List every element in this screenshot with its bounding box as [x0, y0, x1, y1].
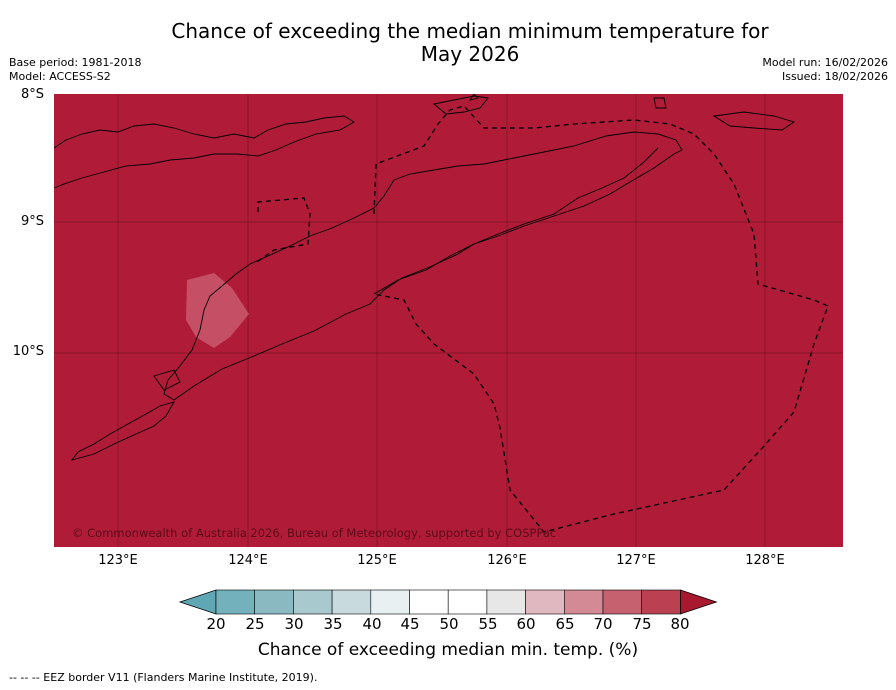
colorbar-tick-30: 30 — [284, 615, 304, 633]
lon-label-126e: 126°E — [487, 553, 527, 568]
lon-label-123e: 123°E — [98, 553, 138, 568]
lon-label-128e: 128°E — [745, 553, 785, 568]
colorbar-tick-20: 20 — [206, 615, 226, 633]
colorbar-cell — [254, 589, 294, 615]
colorbar-tick-80: 80 — [670, 615, 690, 633]
lat-label-8s: 8°S — [20, 87, 44, 102]
run-info: Model run: 16/02/2026 Issued: 18/02/2026 — [762, 56, 888, 84]
coastlines — [54, 94, 796, 461]
timor-island-coast — [163, 131, 683, 401]
colorbar-tick-45: 45 — [400, 615, 420, 633]
colorbar-extend-high — [679, 589, 718, 615]
eez-legend-note: -- -- -- EEZ border V11 (Flanders Marine… — [9, 671, 318, 684]
map-title: Chance of exceeding the median minimum t… — [0, 20, 896, 66]
colorbar-cell — [331, 589, 372, 615]
eastern-islands-coast — [712, 111, 796, 131]
colorbar-tick-75: 75 — [632, 615, 652, 633]
lon-label-125e: 125°E — [357, 553, 397, 568]
colorbar — [178, 589, 718, 615]
colorbar-cell — [486, 589, 526, 615]
colorbar-cell — [602, 589, 643, 615]
colorbar-cell — [563, 589, 604, 615]
colorbar-cell — [641, 589, 681, 615]
lower-probability-patch — [186, 273, 249, 348]
colorbar-cell — [409, 589, 449, 615]
colorbar-cell — [370, 589, 410, 615]
forecast-map: © Commonwealth of Australia 2026, Bureau… — [54, 94, 843, 547]
lat-label-10s: 10°S — [12, 344, 44, 359]
timor-inner-border — [373, 147, 659, 295]
colorbar-tick-70: 70 — [593, 615, 613, 633]
rote-sawu-coast — [70, 401, 175, 461]
small-island-1 — [653, 97, 667, 109]
model-run: Model run: 16/02/2026 — [762, 56, 888, 69]
model-info: Base period: 1981-2018 Model: ACCESS-S2 — [9, 56, 141, 84]
rote-islet-coast — [153, 369, 181, 391]
graticule — [54, 94, 843, 547]
colorbar-cells — [178, 589, 718, 615]
base-period: Base period: 1981-2018 — [9, 56, 142, 69]
alor-islands-coast — [54, 115, 355, 189]
eez-border-oecusse — [253, 197, 311, 265]
wetar-coast — [432, 95, 489, 115]
probability-fill — [54, 94, 843, 547]
copyright-notice: © Commonwealth of Australia 2026, Bureau… — [72, 526, 556, 540]
small-island-2 — [468, 94, 479, 101]
title-line-2: May 2026 — [420, 42, 520, 66]
colorbar-tick-25: 25 — [245, 615, 265, 633]
colorbar-tick-35: 35 — [323, 615, 343, 633]
colorbar-cell — [293, 589, 333, 615]
colorbar-tick-60: 60 — [516, 615, 536, 633]
eez-border-timor-leste — [373, 105, 829, 533]
colorbar-extend-low — [178, 589, 217, 615]
model-name: Model: ACCESS-S2 — [9, 70, 111, 83]
colorbar-tick-65: 65 — [555, 615, 575, 633]
title-line-1: Chance of exceeding the median minimum t… — [171, 19, 769, 43]
lat-label-9s: 9°S — [20, 214, 44, 229]
lon-label-127e: 127°E — [616, 553, 656, 568]
lon-label-124e: 124°E — [228, 553, 268, 568]
colorbar-tick-55: 55 — [478, 615, 498, 633]
colorbar-title: Chance of exceeding median min. temp. (%… — [257, 640, 639, 660]
colorbar-cell — [215, 589, 256, 615]
colorbar-cell — [447, 589, 488, 615]
colorbar-tick-40: 40 — [362, 615, 382, 633]
issued-date: Issued: 18/02/2026 — [781, 70, 888, 83]
colorbar-tick-50: 50 — [439, 615, 459, 633]
colorbar-cell — [525, 589, 565, 615]
